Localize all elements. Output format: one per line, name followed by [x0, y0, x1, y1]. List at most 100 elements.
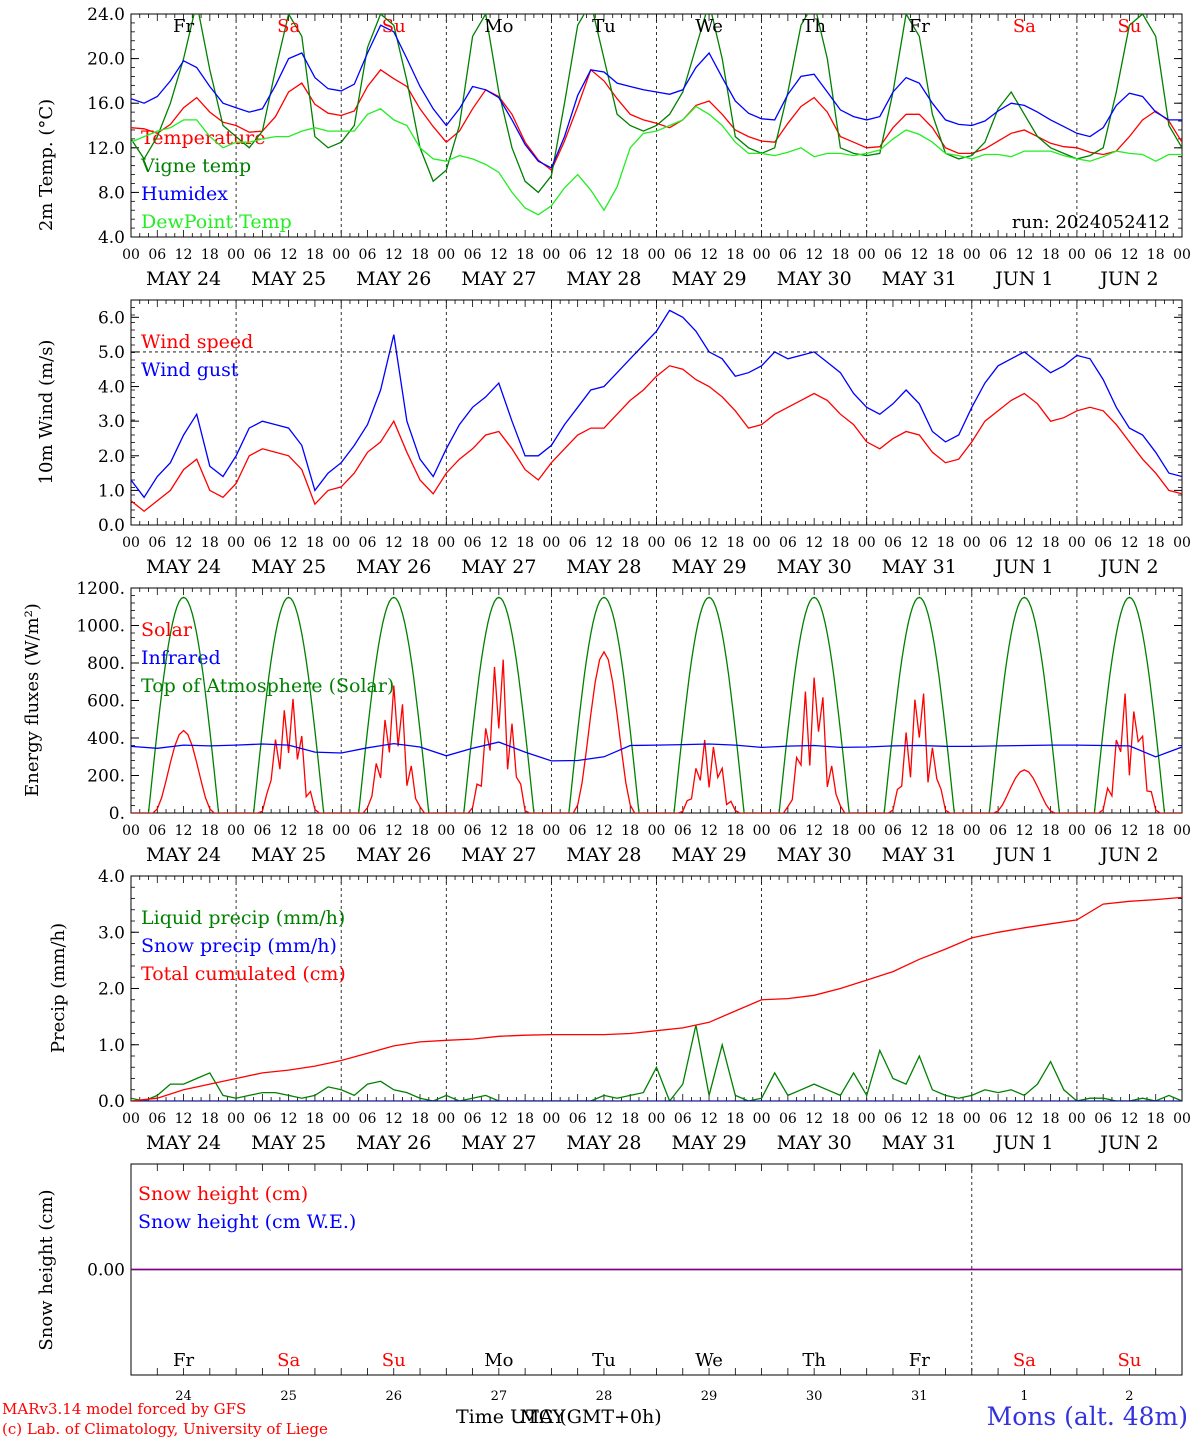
- hour-tick-label: 18: [1147, 535, 1165, 551]
- hour-tick-label: 12: [595, 823, 613, 839]
- day-label: JUN 1: [993, 844, 1053, 866]
- x-minor-ticks: [130, 588, 1183, 813]
- hour-tick-label: 18: [937, 535, 955, 551]
- day-label: MAY 25: [251, 268, 326, 290]
- day-label: JUN 1: [993, 1132, 1053, 1154]
- weekday-label: Fr: [173, 16, 194, 37]
- hour-tick-label: 00: [122, 247, 140, 263]
- plot-frame: [130, 299, 1183, 526]
- legend: Snow height (cm) Snow height (cm W.E.): [138, 1183, 356, 1233]
- weekday-label: Th: [802, 1350, 826, 1371]
- day-label: JUN 1: [993, 556, 1053, 578]
- hour-tick-label: 00: [648, 247, 666, 263]
- hour-tick-label: 00: [542, 1111, 560, 1127]
- hour-tick-label: 06: [674, 247, 692, 263]
- hour-tick-label: 12: [280, 535, 298, 551]
- hour-tick-label: 06: [359, 247, 377, 263]
- hour-tick-label: 18: [832, 247, 850, 263]
- hour-tick-label: 18: [621, 1111, 639, 1127]
- day-label: MAY 26: [356, 1132, 431, 1154]
- hour-tick-label: 12: [805, 247, 823, 263]
- hour-tick-label: 18: [1147, 247, 1165, 263]
- hour-tick-label: 00: [542, 823, 560, 839]
- hour-tick-label: 06: [989, 1111, 1007, 1127]
- hour-tick-label: 00: [1068, 247, 1086, 263]
- y-axis-label: Snow height (cm): [36, 1189, 57, 1350]
- day-label: MAY 24: [146, 1132, 221, 1154]
- hour-tick-label: 18: [726, 823, 744, 839]
- hour-tick-label: 12: [490, 535, 508, 551]
- series-wind-speed: [131, 365, 1182, 513]
- hour-tick-label: 12: [805, 1111, 823, 1127]
- day-label: MAY 30: [777, 268, 852, 290]
- hour-tick-label: 00: [858, 535, 876, 551]
- hour-tick-label: 18: [621, 823, 639, 839]
- hour-tick-label: 00: [963, 535, 981, 551]
- y-axis-label: 2m Temp. (°C): [36, 99, 57, 231]
- hour-tick-label: 12: [1015, 535, 1033, 551]
- hour-tick-label: 18: [1147, 1111, 1165, 1127]
- hour-tick-label: 06: [779, 247, 797, 263]
- series-top-of-atmosphere: [131, 596, 1182, 813]
- day-label: JUN 2: [1098, 556, 1158, 578]
- series-vigne-temp: [131, 14, 1182, 194]
- y-tick-label: 0.0: [98, 516, 125, 536]
- hour-tick-label: 12: [490, 247, 508, 263]
- hour-tick-label: 12: [1121, 247, 1139, 263]
- hour-tick-label: 12: [385, 247, 403, 263]
- hour-tick-label: 06: [1094, 247, 1112, 263]
- y-tick-label: 20.0: [87, 50, 125, 70]
- day-number: 28: [596, 1389, 613, 1404]
- hour-tick-label: 06: [884, 535, 902, 551]
- y-axis: 4.0 8.0 12.0 16.0 20.0 24.0: [87, 5, 1182, 248]
- hour-tick-label: 12: [910, 535, 928, 551]
- weekday-label: Fr: [909, 1350, 930, 1371]
- hour-tick-label: 18: [516, 247, 534, 263]
- hour-tick-label: 18: [1042, 1111, 1060, 1127]
- hour-tick-label: 06: [884, 823, 902, 839]
- day-label: MAY 29: [671, 844, 746, 866]
- weekday-label: Tu: [592, 1350, 616, 1371]
- month-overlay-label: MAY: [520, 1406, 565, 1428]
- hour-tick-label: 00: [227, 1111, 245, 1127]
- series-area: [131, 596, 1182, 813]
- hour-tick-label: 06: [253, 535, 271, 551]
- y-tick-label: 0.00: [87, 1261, 125, 1281]
- day-labels: MAY 24 MAY 25 MAY 26 MAY 27 MAY 28 MAY 29 MAY …: [146, 1132, 1159, 1154]
- day-labels: MAY 24 MAY 25 MAY 26 MAY 27 MAY 28 MAY 29 MAY …: [146, 556, 1159, 578]
- legend: Wind speed Wind gust: [141, 331, 253, 381]
- hour-labels: 00 06 12 18 00 06 12 18 00 06 12 18 00 06 12 18 00 06 12 18…: [122, 823, 1191, 839]
- hour-tick-label: 06: [884, 1111, 902, 1127]
- weekday-labels-top: Fr Sa Su Mo Tu We Th Fr Sa Su: [173, 16, 1141, 37]
- weekday-label: Su: [382, 1350, 406, 1371]
- y-axis: 0.0 1.0 2.0 3.0 4.0 5.0 6.0: [98, 299, 1182, 536]
- legend-total-cumulated-cm: Total cumulated (cm): [141, 963, 346, 985]
- day-label: MAY 24: [146, 556, 221, 578]
- legend-wind-gust: Wind gust: [141, 359, 239, 381]
- hour-tick-label: 18: [726, 247, 744, 263]
- series-area: [131, 14, 1182, 216]
- hour-tick-label: 06: [989, 823, 1007, 839]
- y-axis-label: Energy fluxes (W/m²): [22, 603, 43, 797]
- hour-tick-label: 12: [910, 1111, 928, 1127]
- model-credit-line: MARv3.14 model forced by GFS: [2, 1400, 247, 1418]
- station-name: Mons (alt. 48m): [986, 1402, 1188, 1431]
- y-tick-label: 1.0: [98, 481, 125, 501]
- panel-4: 0.0 1.0 2.0 3.0 4.0 Precip (mm/h) 00 06 12 18 00 06…: [48, 867, 1191, 1154]
- day-label: MAY 29: [671, 268, 746, 290]
- y-axis: 0. 200. 400. 600. 800. 1000. 1200.: [76, 579, 1182, 824]
- hour-tick-label: 06: [148, 823, 166, 839]
- hour-tick-label: 18: [1042, 247, 1060, 263]
- day-number: 29: [701, 1389, 718, 1404]
- day-number: 2: [1125, 1389, 1133, 1404]
- hour-tick-label: 18: [201, 247, 219, 263]
- hour-tick-label: 06: [569, 535, 587, 551]
- hour-tick-label: 18: [411, 823, 429, 839]
- lab-credit-line: (c) Lab. of Climatology, University of L…: [2, 1420, 328, 1438]
- y-tick-label: 3.0: [98, 412, 125, 432]
- weekday-label: Tu: [592, 16, 616, 37]
- day-labels: MAY 24 MAY 25 MAY 26 MAY 27 MAY 28 MAY 29 MAY …: [146, 844, 1159, 866]
- run-label: run: 2024052412: [1012, 212, 1170, 233]
- day-number: 27: [491, 1389, 508, 1404]
- hour-tick-label: 00: [1173, 1111, 1191, 1127]
